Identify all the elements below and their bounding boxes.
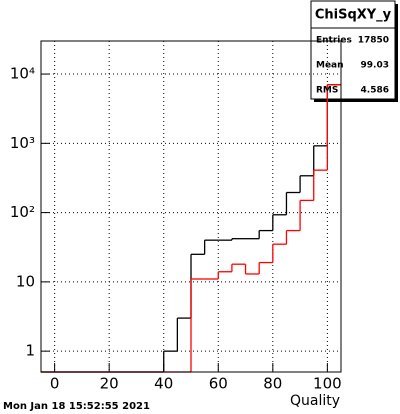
y-tick-label: 10⁴ <box>10 65 35 83</box>
y-tick-label: 10² <box>10 203 35 221</box>
stats-label: Mean <box>316 61 344 71</box>
plot-frame <box>40 40 342 373</box>
stats-box <box>310 0 396 100</box>
y-tick-label: 10 <box>16 272 35 290</box>
stats-value: 4.586 <box>361 86 389 96</box>
stats-value: 17850 <box>358 36 389 46</box>
stats-label: RMS <box>316 86 338 96</box>
x-tick-label: 20 <box>100 375 119 393</box>
x-tick-label: 60 <box>209 375 228 393</box>
stats-value: 99.03 <box>361 61 389 71</box>
y-tick-label: 1 <box>25 342 35 360</box>
y-tick-label: 10³ <box>10 134 35 152</box>
x-tick-label: 0 <box>50 375 60 393</box>
date: Mon Jan 18 15:52:55 2021 <box>3 401 150 412</box>
stats-label: Entries <box>316 36 352 46</box>
x-tick-label: 100 <box>313 375 342 393</box>
x-tick-label: 80 <box>263 375 282 393</box>
x-axis-label: Quality <box>290 393 340 409</box>
x-tick-label: 40 <box>154 375 173 393</box>
stats-title: ChiSqXY_y <box>315 8 392 23</box>
